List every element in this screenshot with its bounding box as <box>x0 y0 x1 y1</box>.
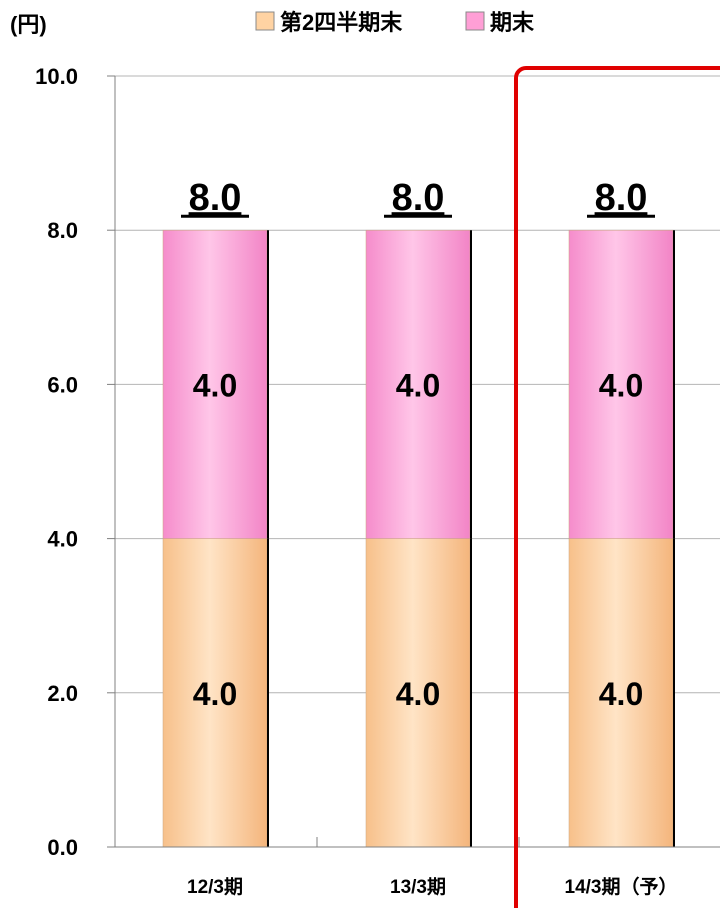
forecast-highlight-box <box>514 66 720 908</box>
total-value-label: 8.0 <box>189 177 242 219</box>
bars: 4.0 4.0 8.0 4.0 4.0 8.0 4.0 4.0 8.0 <box>162 177 675 848</box>
segment-value-label: 4.0 <box>396 367 440 403</box>
y-tick-label: 2.0 <box>47 681 78 706</box>
total-value-label: 8.0 <box>595 177 648 219</box>
bar-segment-q2 <box>365 538 471 848</box>
y-tick-label: 8.0 <box>47 218 78 243</box>
x-category-label: 13/3期 <box>390 876 446 898</box>
legend-swatch-year-end <box>465 11 485 31</box>
segment-value-label: 4.0 <box>193 367 237 403</box>
y-tick-label: 0.0 <box>47 835 78 860</box>
bar-segment-year-end <box>568 229 674 539</box>
y-tick-label: 10.0 <box>35 64 78 89</box>
x-category-label: 14/3期（予） <box>565 875 678 898</box>
y-axis-unit: (円) <box>10 12 47 37</box>
legend-label-q2: 第2四半期末 <box>280 10 403 35</box>
segment-value-label: 4.0 <box>396 676 440 712</box>
total-value-label: 8.0 <box>392 177 445 219</box>
bar-segment-q2 <box>162 538 268 848</box>
legend-swatch-q2 <box>255 11 275 31</box>
x-axis: 12/3期 13/3期 14/3期（予） <box>115 837 720 898</box>
legend-label-year-end: 期末 <box>490 10 535 35</box>
segment-value-label: 4.0 <box>193 676 237 712</box>
segment-value-label: 4.0 <box>599 676 643 712</box>
y-tick-label: 4.0 <box>47 527 78 552</box>
y-axis: 0.0 2.0 4.0 6.0 8.0 10.0 <box>35 64 116 860</box>
segment-value-label: 4.0 <box>599 367 643 403</box>
bar-segment-year-end <box>162 229 268 539</box>
y-tick-label: 6.0 <box>47 372 78 397</box>
legend: 第2四半期末 期末 <box>255 10 535 35</box>
bar-segment-year-end <box>365 229 471 539</box>
x-category-label: 12/3期 <box>187 876 243 898</box>
